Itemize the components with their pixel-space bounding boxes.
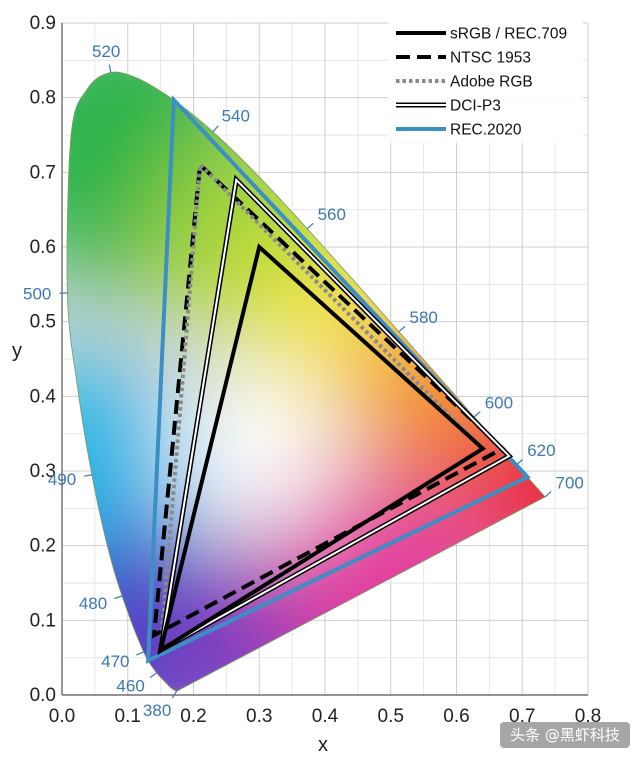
- wavelength-tick: [108, 64, 112, 73]
- gamut-triangles: [145, 95, 531, 664]
- y-tick-label: 0.2: [30, 536, 56, 557]
- legend-entry: sRGB / REC.709: [396, 26, 567, 43]
- wavelength-tick: [473, 411, 481, 418]
- legend-box: [388, 15, 583, 143]
- x-tick-label: 0.3: [246, 706, 272, 727]
- legend-label: Adobe RGB: [450, 74, 533, 91]
- wavelength-label: 540: [222, 106, 250, 125]
- y-tick-label: 0.9: [30, 13, 56, 34]
- y-tick-label: 0.1: [30, 610, 56, 631]
- legend-entry: DCI-P3: [396, 98, 501, 115]
- gamut-ntsc-1953: [151, 160, 506, 639]
- wavelength-tick: [544, 491, 552, 498]
- watermark-bg: [500, 722, 630, 748]
- spectral-locus-outline: [66, 71, 546, 692]
- wavelength-tick: [306, 222, 314, 230]
- x-tick-label: 0.1: [115, 706, 141, 727]
- x-tick-label: 0.7: [509, 706, 535, 727]
- x-tick-label: 0.2: [180, 706, 206, 727]
- axes: 0.0 0.1 0.2 0.3 0.4 0.5 0.6 0.7 0.8 0.0 0.1 0.2 0.3 0…: [30, 13, 602, 727]
- wavelength-tick: [114, 595, 123, 600]
- y-tick-label: 0.4: [30, 386, 57, 407]
- wavelength-label: 600: [485, 393, 513, 412]
- wavelength-label: 500: [23, 285, 51, 304]
- wavelength-label: 470: [101, 652, 129, 671]
- y-axis-label: y: [12, 340, 22, 362]
- wavelength-tick: [516, 459, 524, 466]
- y-tick-label: 0.7: [30, 162, 56, 183]
- wavelength-tick: [149, 672, 158, 678]
- gamut-outline: [145, 95, 531, 664]
- wavelength-label: 560: [318, 205, 346, 224]
- gamut-dci-p3: [157, 174, 514, 655]
- y-tick-label: 0.8: [30, 88, 56, 109]
- wavelength-label: 520: [92, 42, 120, 61]
- x-axis-label: x: [318, 734, 328, 756]
- legend-entry: REC.2020: [396, 122, 522, 139]
- wavelength-tick: [212, 125, 219, 133]
- gamut-srgb-rec-709: [157, 243, 487, 655]
- x-tick-label: 0.0: [49, 706, 75, 727]
- wavelength-tick: [136, 651, 144, 656]
- wavelength-tick: [83, 474, 92, 477]
- wavelength-tick: [398, 325, 406, 333]
- x-tick-label: 0.8: [575, 706, 601, 727]
- x-tick-label: 0.5: [378, 706, 404, 727]
- wavelength-label: 620: [527, 441, 555, 460]
- y-tick-label: 0.5: [30, 312, 56, 333]
- x-tick-label: 0.6: [443, 706, 469, 727]
- legend-label: REC.2020: [450, 122, 522, 139]
- wavelength-label: 480: [79, 594, 107, 613]
- gamut-outline: [151, 160, 506, 639]
- legend: sRGB / REC.709 NTSC 1953 Adobe RGB DCI-P3 RE…: [388, 15, 583, 143]
- gamut-outline: [158, 160, 486, 655]
- wavelength-label: 490: [48, 470, 76, 489]
- gamut-rec-2020: [145, 95, 531, 664]
- legend-entry: NTSC 1953: [396, 50, 531, 67]
- legend-label: NTSC 1953: [450, 50, 531, 67]
- y-tick-label: 0.6: [30, 237, 56, 258]
- watermark: 头条 @黑虾科技: [510, 726, 620, 744]
- gamut-outline: [159, 177, 511, 653]
- wavelength-label: 460: [116, 677, 144, 696]
- y-tick-label: 0.3: [30, 461, 56, 482]
- wavelength-label: 700: [556, 473, 584, 492]
- y-tick-label: 0.0: [30, 685, 56, 706]
- wavelength-tick: [171, 690, 177, 699]
- legend-label: sRGB / REC.709: [450, 26, 567, 43]
- wavelength-label: 580: [410, 308, 438, 327]
- legend-label: DCI-P3: [450, 98, 501, 115]
- wavelength-label: 380: [143, 701, 171, 720]
- x-tick-label: 0.4: [312, 706, 339, 727]
- gamut-adobe-rgb: [158, 160, 486, 655]
- gamut-outline: [157, 243, 487, 655]
- legend-entry: Adobe RGB: [396, 74, 533, 91]
